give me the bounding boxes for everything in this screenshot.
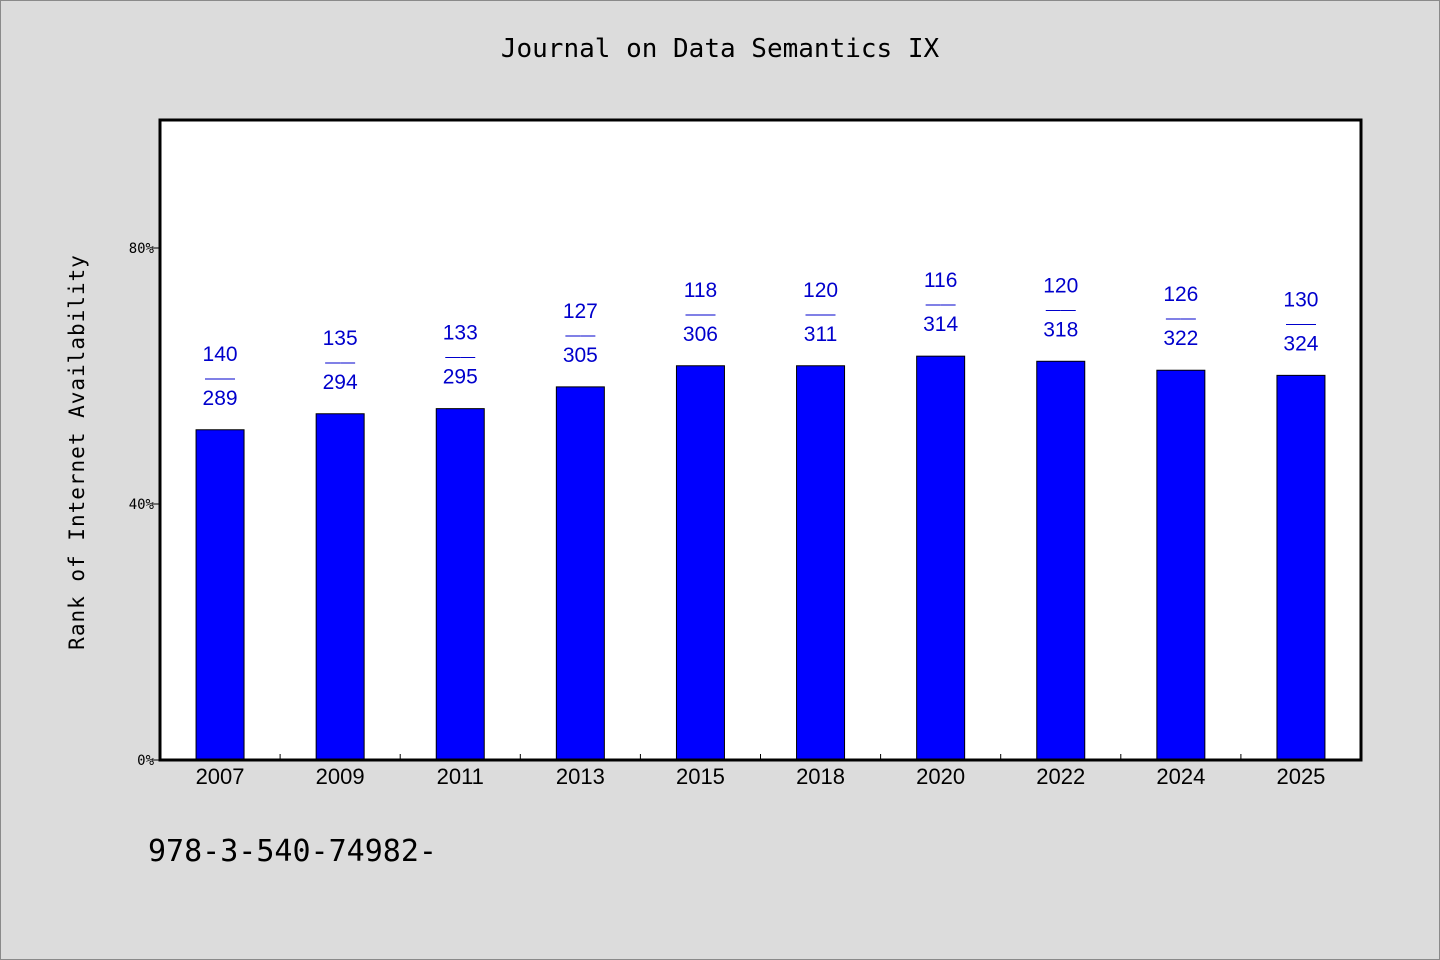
data-label-total: 318 <box>1043 318 1078 341</box>
chart-title: Journal on Data Semantics IX <box>500 34 940 64</box>
y-tick-label: 40% <box>129 497 155 513</box>
data-label-total: 289 <box>203 387 238 410</box>
data-label-total: 306 <box>683 323 718 346</box>
data-label-rank: 133 <box>443 322 478 345</box>
bar <box>675 365 725 761</box>
data-label-separator: —— <box>565 327 595 344</box>
bar <box>435 408 485 761</box>
bar <box>555 386 605 761</box>
x-tick-label: 2011 <box>437 764 484 789</box>
data-label-rank: 120 <box>803 279 838 302</box>
data-label-separator: —— <box>685 306 715 323</box>
data-label-rank: 118 <box>684 279 717 302</box>
x-tick-label: 2009 <box>316 764 365 789</box>
data-label-total: 322 <box>1163 327 1198 350</box>
data-label-separator: —— <box>445 349 475 366</box>
x-tick-label: 2022 <box>1036 764 1085 789</box>
bar <box>916 355 966 761</box>
data-label-separator: —— <box>926 296 956 313</box>
x-tick-label: 2013 <box>556 764 605 789</box>
data-label-separator: —— <box>1286 315 1316 332</box>
x-tick-label: 2015 <box>676 764 725 789</box>
data-label-rank: 130 <box>1283 288 1318 311</box>
data-label-total: 314 <box>923 313 958 336</box>
data-label-total: 305 <box>563 344 598 367</box>
footer-code: 978-3-540-74982- <box>148 834 437 869</box>
data-label-rank: 116 <box>924 269 957 292</box>
bar <box>796 365 846 761</box>
data-label-rank: 126 <box>1163 283 1198 306</box>
data-label-total: 324 <box>1283 332 1318 355</box>
bar <box>1156 369 1206 761</box>
data-label-separator: —— <box>205 370 235 387</box>
data-label-rank: 135 <box>323 327 358 350</box>
y-tick-label: 80% <box>129 241 155 257</box>
y-tick-label: 0% <box>137 753 154 769</box>
data-label-separator: —— <box>1166 310 1196 327</box>
bar <box>1036 360 1086 761</box>
data-label-total: 295 <box>443 366 478 389</box>
bar <box>1276 374 1326 761</box>
data-label-rank: 127 <box>563 300 598 323</box>
data-label-rank: 120 <box>1043 274 1078 297</box>
x-tick-label: 2007 <box>196 764 245 789</box>
data-label-separator: —— <box>325 354 355 371</box>
x-tick-label: 2024 <box>1156 764 1205 789</box>
x-tick-label: 2025 <box>1276 764 1325 789</box>
data-label-total: 294 <box>323 371 358 394</box>
data-label-separator: —— <box>1046 301 1076 318</box>
x-tick-label: 2020 <box>916 764 965 789</box>
data-label-rank: 140 <box>203 343 238 366</box>
y-axis-label: Rank of Internet Availability <box>65 254 89 650</box>
data-label-separator: —— <box>806 306 836 323</box>
bar <box>195 429 245 761</box>
data-label-total: 311 <box>804 323 837 346</box>
bar <box>315 413 365 761</box>
x-tick-label: 2018 <box>796 764 845 789</box>
